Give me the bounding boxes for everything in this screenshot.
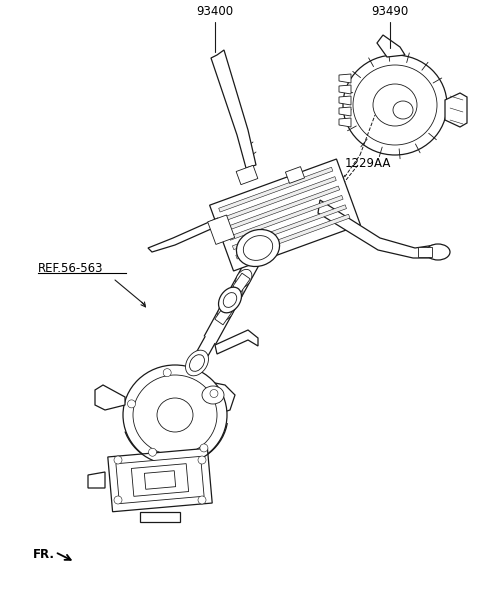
Polygon shape [418, 247, 432, 257]
Polygon shape [236, 214, 350, 259]
Ellipse shape [198, 456, 206, 464]
Polygon shape [211, 50, 256, 168]
Polygon shape [185, 380, 235, 415]
Bar [132, 463, 189, 496]
Ellipse shape [243, 235, 273, 260]
Ellipse shape [157, 398, 193, 432]
Bar [144, 471, 176, 489]
Bar [116, 456, 204, 503]
Text: FR.: FR. [33, 549, 55, 561]
Polygon shape [208, 215, 235, 244]
Ellipse shape [426, 244, 450, 260]
Polygon shape [226, 186, 340, 231]
Polygon shape [445, 93, 467, 127]
Ellipse shape [190, 355, 204, 371]
Polygon shape [95, 385, 125, 410]
Ellipse shape [200, 444, 208, 452]
Polygon shape [148, 218, 220, 252]
Polygon shape [377, 35, 405, 57]
Polygon shape [88, 472, 105, 488]
Polygon shape [232, 205, 347, 250]
Ellipse shape [323, 195, 333, 205]
Polygon shape [219, 167, 333, 212]
Polygon shape [222, 177, 336, 221]
Polygon shape [215, 306, 232, 325]
Polygon shape [318, 200, 440, 258]
Bar [210, 159, 360, 271]
Polygon shape [215, 330, 258, 354]
Ellipse shape [202, 386, 224, 404]
Polygon shape [140, 512, 180, 522]
Polygon shape [233, 273, 250, 292]
Ellipse shape [325, 197, 331, 203]
Polygon shape [339, 118, 351, 127]
Ellipse shape [148, 448, 156, 456]
Ellipse shape [210, 390, 218, 397]
Ellipse shape [237, 229, 279, 267]
Ellipse shape [217, 302, 234, 321]
Polygon shape [286, 166, 305, 183]
Ellipse shape [218, 287, 241, 313]
Text: 93490: 93490 [372, 5, 408, 18]
Ellipse shape [133, 375, 217, 455]
Ellipse shape [123, 365, 227, 465]
Text: 1229AA: 1229AA [345, 157, 391, 170]
Polygon shape [229, 195, 343, 240]
Ellipse shape [186, 350, 208, 376]
Ellipse shape [114, 456, 122, 464]
Text: 93400: 93400 [196, 5, 234, 18]
Ellipse shape [198, 496, 206, 504]
Text: REF.56-563: REF.56-563 [38, 261, 104, 275]
Ellipse shape [236, 269, 252, 287]
Ellipse shape [393, 101, 413, 119]
Polygon shape [236, 165, 258, 185]
Polygon shape [339, 96, 351, 105]
Polygon shape [339, 74, 351, 83]
Polygon shape [339, 107, 351, 116]
Ellipse shape [114, 496, 122, 504]
Ellipse shape [343, 55, 447, 155]
Bar [108, 448, 212, 512]
Ellipse shape [163, 368, 171, 377]
Ellipse shape [373, 84, 417, 126]
Ellipse shape [353, 65, 437, 145]
Ellipse shape [227, 286, 243, 304]
Ellipse shape [223, 293, 237, 307]
Ellipse shape [128, 400, 135, 408]
Polygon shape [339, 85, 351, 94]
